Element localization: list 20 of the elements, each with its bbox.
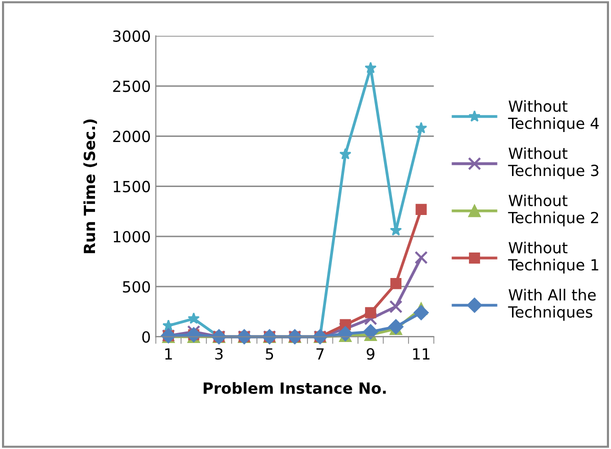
y-tick-label: 1500: [114, 180, 150, 192]
x-tick-label: 1: [165, 348, 172, 360]
y-tick-label: 1000: [114, 230, 150, 242]
x-tick-label: 5: [266, 348, 274, 360]
legend-label: Without Technique 2: [508, 194, 598, 226]
x-tick-label: 9: [366, 348, 374, 360]
legend-label: Without Technique 4: [508, 100, 599, 132]
y-tick-label: 2000: [113, 130, 150, 142]
legend-label: With All the Techniques: [508, 288, 596, 321]
y-axis-title: Run Time (Sec.): [83, 120, 98, 254]
x-tick-label: 7: [316, 348, 324, 360]
y-tick-label: 3000: [113, 30, 150, 42]
y-tick-label: 0: [142, 331, 150, 343]
y-tick-label: 2500: [113, 80, 150, 92]
legend-label: Without Technique 1: [508, 242, 598, 274]
x-tick-label: 3: [215, 348, 223, 360]
x-axis-title: Problem Instance No.: [204, 382, 386, 394]
x-tick-label: 11: [413, 348, 430, 360]
legend-label: Without Technique 3: [508, 147, 598, 180]
y-tick-label: 500: [122, 281, 150, 293]
